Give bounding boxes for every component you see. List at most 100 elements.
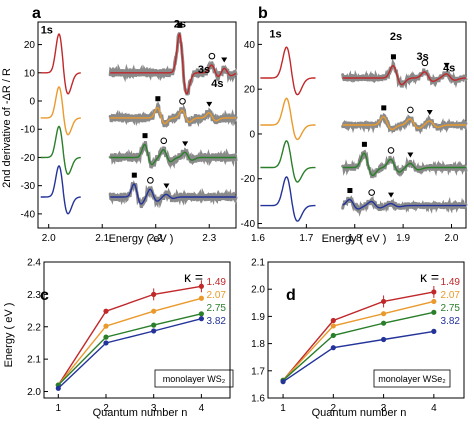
panel-b-marker-4s xyxy=(426,109,433,115)
panel-c-data-point xyxy=(151,328,157,334)
panel-c-xtick-label: 3 xyxy=(151,403,157,414)
panel-c-xtick-label: 2 xyxy=(103,403,109,414)
panel-a-ytick-label: -10 xyxy=(21,125,36,136)
panel-b-marker-4s xyxy=(407,152,414,158)
panel-b-marker-4s xyxy=(443,62,450,68)
panel-a-peak-label-4s: 4s xyxy=(211,78,223,90)
panel-b-marker-3s xyxy=(387,147,395,154)
panel-c-legend-2.75: 2.75 xyxy=(207,303,227,314)
panel-a-series-4-high xyxy=(110,183,236,205)
panel-b-series-4-low xyxy=(260,176,316,222)
panel-b-ytick-label: -20 xyxy=(241,174,256,185)
panel-d-legend-2.75: 2.75 xyxy=(441,303,461,314)
panel-c-data-point xyxy=(55,385,61,391)
panel-d-data-point xyxy=(330,323,336,329)
panel-d-series-line-1.49 xyxy=(282,291,434,381)
panel-c-inset-label: monolayer WS₂ xyxy=(163,374,226,384)
panel-d-ytick-label: 2.0 xyxy=(251,285,265,296)
panel-b-ytick-label: 20 xyxy=(244,85,256,96)
panel-c-ytick-label: 2.2 xyxy=(27,322,41,333)
panel-c-xlabel: Quantum number n xyxy=(93,407,188,419)
panel-b-ytick-label: -40 xyxy=(241,219,256,230)
panel-b-peak-label-3s: 3s xyxy=(416,51,428,63)
panel-a-series-1-low xyxy=(40,32,81,95)
panel-b-marker-2s xyxy=(361,141,367,147)
panel-b-marker-2s xyxy=(347,188,353,194)
panel-d-series-line-2.75 xyxy=(282,311,434,381)
panel-c-data-point xyxy=(103,308,109,314)
panel-c-frame xyxy=(43,261,231,399)
panel-b-marker-3s xyxy=(421,59,429,67)
panel-b-peak-label-2s: 2s xyxy=(390,31,402,43)
panel-d-legend-2.07: 2.07 xyxy=(441,290,461,301)
panel-a-series-3-high xyxy=(110,143,236,166)
panel-a-ytick-label: 20 xyxy=(24,40,36,51)
panel-d-data-point xyxy=(431,328,437,334)
panel-a-peak-label-1s: 1s xyxy=(41,24,53,36)
panel-b-series-2-low xyxy=(260,97,316,141)
panel-b-marker-3s xyxy=(407,106,414,114)
panel-a-marker-2s xyxy=(131,172,137,178)
panel-a-peak-label-3s: 3s xyxy=(198,64,210,76)
panel-b-series-1-low xyxy=(260,46,316,96)
panel-b-ytick-label: 0 xyxy=(249,129,255,140)
panel-d-data-point xyxy=(431,309,437,315)
panel-c-series-line-1.49 xyxy=(57,285,202,386)
panel-a-xtick-label: 2.1 xyxy=(95,233,109,244)
panel-d-frame xyxy=(267,261,465,399)
panel-b-letter: b xyxy=(258,5,268,22)
panel-d-ytick-label: 2.1 xyxy=(251,258,265,269)
panel-c-inset-box xyxy=(154,369,234,388)
panel-a-series-1-high xyxy=(110,32,237,95)
panel-a-ytick-label: 0 xyxy=(29,97,35,108)
panel-d-series-line-3.82 xyxy=(282,330,434,383)
panel-a-ytick-label: -20 xyxy=(21,153,36,164)
panel-c-legend-3.82: 3.82 xyxy=(207,316,227,327)
panel-c-kappa-label: κ = xyxy=(184,269,203,285)
panel-a-marker-2s xyxy=(142,133,148,139)
panel-d-data-point xyxy=(330,317,336,324)
panel-d-kappa-label: κ = xyxy=(420,269,439,285)
panel-b-xtick-label: 1.6 xyxy=(251,233,265,244)
panel-b-xtick-label: 1.7 xyxy=(299,233,313,244)
panel-c-ytick-label: 2.3 xyxy=(27,290,41,301)
panel-d-series-line-2.07 xyxy=(282,300,434,381)
panel-d-data-point xyxy=(380,311,387,317)
panel-d-legend-3.82: 3.82 xyxy=(441,316,461,327)
panel-c-ytick-label: 2.0 xyxy=(27,387,41,398)
panel-d-data-point xyxy=(380,320,387,326)
panel-b-marker-2s xyxy=(390,54,396,60)
panel-b-xtick-label: 1.8 xyxy=(348,233,362,244)
panel-d-data-point xyxy=(330,345,336,351)
panel-a-ytick-label: -40 xyxy=(21,209,36,220)
panel-c-series-line-2.07 xyxy=(57,297,202,386)
panel-a-xtick-label: 2.0 xyxy=(42,233,56,244)
panel-c-legend-2.07: 2.07 xyxy=(207,290,227,301)
panel-d-ytick-label: 1.7 xyxy=(251,366,265,377)
panel-b-peak-label-1s: 1s xyxy=(269,29,281,41)
panel-c-series-line-3.82 xyxy=(57,318,202,389)
panel-d-data-point xyxy=(330,332,336,339)
panel-d-ytick-label: 1.8 xyxy=(251,339,265,350)
panel-b-marker-4s xyxy=(388,192,395,198)
panel-c-ytick-label: 2.1 xyxy=(27,355,41,366)
panel-a-marker-3s xyxy=(147,177,154,184)
panel-a-marker-2s xyxy=(177,22,183,28)
panel-c-data-point xyxy=(198,311,204,317)
panel-b-series-2-high xyxy=(342,116,466,131)
panel-d-xlabel: Quantum number n xyxy=(312,407,407,419)
panel-b-xlabel: Energy ( eV ) xyxy=(322,233,387,245)
panel-a-series-2-high xyxy=(110,107,236,125)
panel-d-data-point xyxy=(280,379,286,385)
panel-d-ytick-label: 1.9 xyxy=(251,312,265,323)
panel-b-measured-trace xyxy=(341,149,468,179)
panel-a-xtick-label: 2.3 xyxy=(202,233,216,244)
panel-c-series-line-2.75 xyxy=(57,313,202,386)
panel-b-series-3-low xyxy=(260,140,316,183)
panel-d-inset-label: monolayer WSe₂ xyxy=(378,374,446,384)
panel-d-data-point xyxy=(431,298,437,305)
panel-c-data-point xyxy=(103,340,109,346)
panel-a-measured-trace xyxy=(108,140,238,170)
panel-c-data-point xyxy=(151,322,157,328)
